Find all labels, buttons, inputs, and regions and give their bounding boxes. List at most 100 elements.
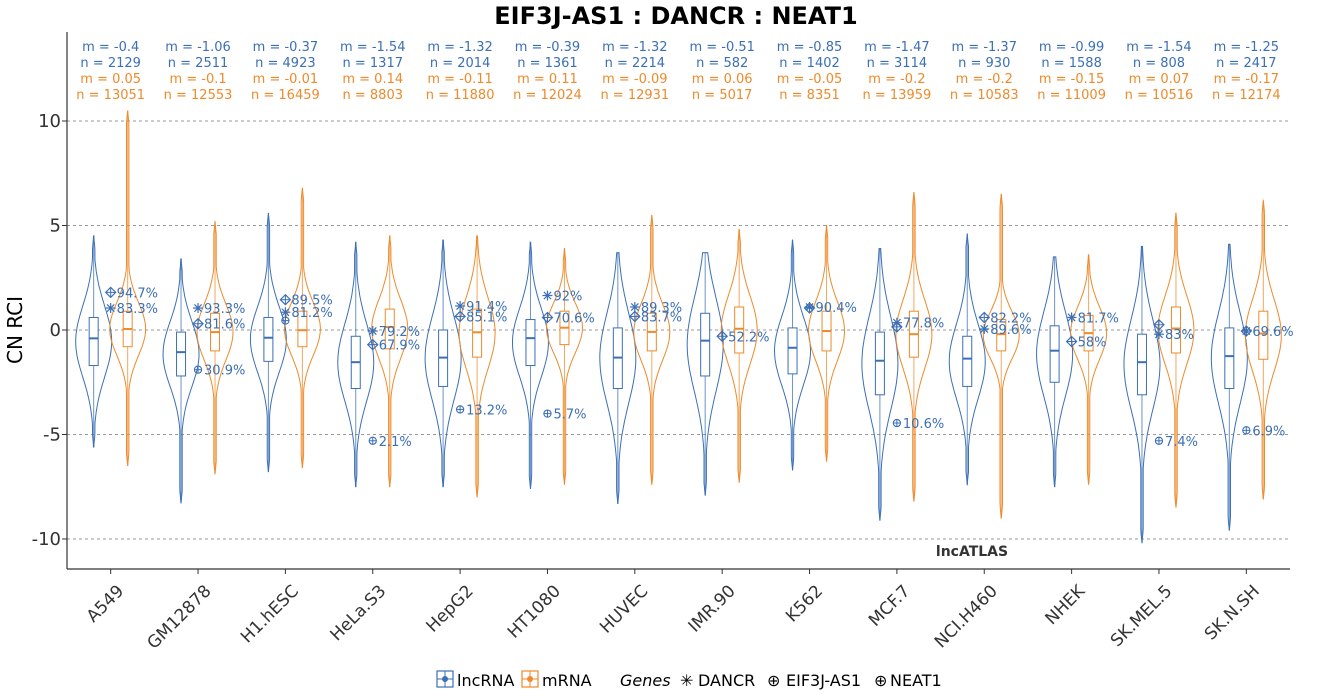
y-tick-labels: 10 5 0 -5 -10 <box>32 111 67 550</box>
stat-m-lncrna: m = -1.06 <box>165 40 230 55</box>
mrna-violin <box>1244 199 1282 500</box>
stat-n-lncrna: n = 3114 <box>867 56 927 71</box>
lncrna-box <box>263 316 274 362</box>
x-tick-label: HT1080 <box>504 581 565 642</box>
stat-m-mrna: m = -0.01 <box>253 72 318 87</box>
stat-n-lncrna: n = 1588 <box>1041 56 1101 71</box>
x-tick-label: NHEK <box>1041 581 1089 629</box>
dancr-point <box>367 326 378 337</box>
stat-m-lncrna: m = -0.39 <box>515 40 580 55</box>
legend-label-dancr: DANCR <box>698 671 755 690</box>
gene-pct-label: 70.6% <box>553 311 594 326</box>
stat-m-lncrna: m = -1.37 <box>952 40 1017 55</box>
legend-label-eif3j: EIF3J-AS1 <box>786 671 861 690</box>
x-tick-label: MCF.7 <box>865 581 914 630</box>
neat1-point <box>892 418 902 428</box>
mrna-box <box>996 319 1007 352</box>
stat-m-lncrna: m = -1.25 <box>1214 40 1279 55</box>
lncrna-violin <box>861 247 899 521</box>
gene-pct-label: 90.4% <box>816 301 857 316</box>
eif3j-point <box>366 338 379 351</box>
legend-key-lncrna-dot <box>442 676 448 682</box>
mrna-box <box>1258 310 1269 360</box>
gene-pct-label: 67.9% <box>379 339 420 354</box>
stat-n-lncrna: n = 2417 <box>1216 56 1276 71</box>
stat-n-lncrna: n = 2511 <box>168 56 228 71</box>
lncrna-box <box>176 331 187 377</box>
mrna-violin <box>109 110 147 466</box>
x-tick-label: SK.N.SH <box>1201 581 1264 644</box>
gene-pct-label: 81.6% <box>204 318 245 333</box>
x-tick-label: HeLa.S3 <box>327 581 391 645</box>
lncrna-box <box>1224 327 1235 390</box>
stat-m-mrna: m = -0.1 <box>169 72 226 87</box>
neat1-point <box>1242 426 1251 435</box>
stat-n-mrna: n = 13051 <box>76 88 145 103</box>
legend-label-mrna: mRNA <box>542 671 592 690</box>
dancr-point <box>629 302 640 313</box>
stat-n-mrna: n = 8351 <box>779 88 839 103</box>
stat-n-mrna: n = 12553 <box>164 88 233 103</box>
stat-m-lncrna: m = -1.32 <box>427 40 492 55</box>
gene-pct-label: 92% <box>553 290 582 305</box>
stat-n-mrna: n = 5017 <box>692 88 752 103</box>
gene-pct-label: 85.1% <box>466 310 507 325</box>
lncrna-violin <box>948 233 986 486</box>
lncrna-violin <box>337 241 375 488</box>
stat-n-lncrna: n = 1317 <box>343 56 403 71</box>
gene-pct-label: 91.4% <box>466 300 507 315</box>
eif3j-point <box>978 311 991 324</box>
mrna-violin <box>807 225 846 462</box>
eif3j-point <box>716 330 729 343</box>
gene-pct-label: 13.2% <box>466 403 507 418</box>
gene-points: 83.3%94.7% 93.3%81.6% 30.9% 81.2%89.5% 79.2%… <box>104 286 1294 450</box>
mrna-box <box>734 306 745 354</box>
y-tick-label: 10 <box>38 111 61 132</box>
stat-n-lncrna: n = 1402 <box>779 56 839 71</box>
dancr-point-d2 <box>980 324 989 333</box>
dancr-point-d2 <box>281 308 290 317</box>
x-tick-label: HepG2 <box>422 581 477 636</box>
lncrna-box <box>874 331 885 396</box>
stat-m-mrna: m = 0.05 <box>80 72 141 87</box>
stat-n-lncrna: n = 2129 <box>80 56 140 71</box>
stat-m-lncrna: m = -0.37 <box>253 40 318 55</box>
mrna-box <box>297 310 308 348</box>
stat-n-lncrna: n = 4923 <box>255 56 315 71</box>
dancr-point <box>1066 312 1077 323</box>
gene-pct-label: 82.2% <box>990 311 1031 326</box>
eif3j-point <box>891 321 903 333</box>
stat-m-lncrna: m = -0.85 <box>777 40 842 55</box>
eif3j-point <box>1240 325 1253 337</box>
legend-label-neat1: NEAT1 <box>890 671 942 690</box>
dancr-point <box>979 323 990 334</box>
eif3j-point <box>454 310 466 323</box>
dancr-point <box>542 290 553 301</box>
gene-pct-label: 81.7% <box>1078 311 1119 326</box>
stat-m-mrna: m = 0.06 <box>692 72 753 87</box>
dancr-point <box>280 307 291 318</box>
gene-pct-label: 5.7% <box>553 408 586 423</box>
gene-pct-label: 6.9% <box>1252 424 1285 439</box>
mrna-violin <box>371 235 409 488</box>
stat-m-lncrna: m = -1.54 <box>340 40 405 55</box>
gene-pct-label: 94.7% <box>117 286 158 301</box>
x-tick-label: H1.hESC <box>237 581 303 647</box>
stat-m-mrna: m = -0.17 <box>1214 72 1279 87</box>
lncrna-violin <box>1123 245 1161 544</box>
neat1-point <box>543 409 552 418</box>
stat-m-mrna: m = -0.2 <box>868 72 925 87</box>
gene-pct-label: 81.2% <box>291 306 332 321</box>
stat-n-lncrna: n = 1361 <box>517 56 577 71</box>
lncrna-box <box>787 327 798 375</box>
x-tick-label: GM12878 <box>144 581 216 653</box>
mrna-box <box>1170 306 1181 354</box>
y-tick-label: 5 <box>50 216 61 237</box>
lncrna-box <box>1136 333 1147 396</box>
lncrna-box <box>962 335 973 387</box>
dancr-point <box>1153 329 1164 340</box>
mrna-violin <box>633 214 671 485</box>
legend: lncRNA mRNA Genes ✳ DANCR ⊕ EIF3J-AS1 ⊕ … <box>436 670 942 690</box>
